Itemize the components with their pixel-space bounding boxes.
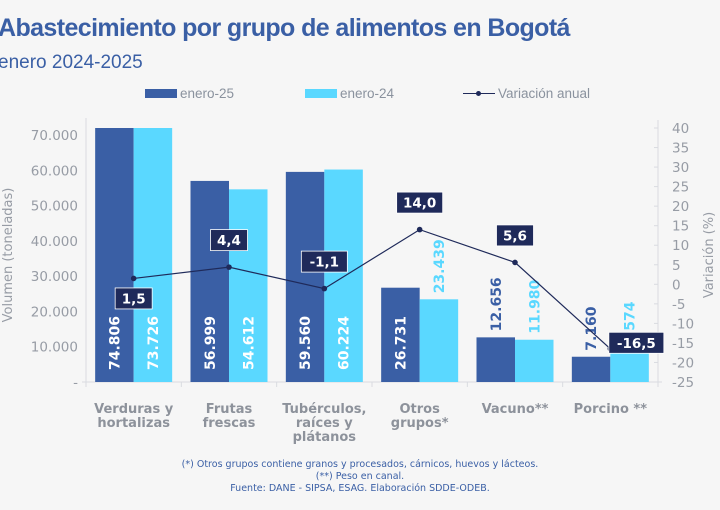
variation-label-box — [396, 191, 444, 214]
legend-label-variacion: Variación anual — [498, 86, 591, 101]
variation-label-box — [300, 250, 348, 273]
variation-label: -1,1 — [310, 255, 340, 271]
chart-subtitle: enero 2024-2025 — [0, 52, 143, 73]
bar-enero-25 — [285, 171, 325, 382]
bar-value-label: 60.224 — [337, 316, 353, 370]
y-tick-label: - — [73, 375, 78, 391]
chart-title: Abastecimiento por grupo de alimentos en… — [0, 14, 570, 42]
y2-tick-label: 40 — [672, 121, 689, 137]
y2-tick-label: 25 — [672, 180, 689, 196]
legend-swatch-enero-25 — [145, 89, 177, 98]
y2-tick-label: -20 — [672, 355, 694, 371]
variation-label: 14,0 — [403, 196, 436, 212]
y2-tick-label: 35 — [672, 141, 689, 157]
category-label: Porcino ** — [574, 402, 648, 417]
bar-enero-24 — [133, 128, 173, 382]
category-label: frescas — [203, 416, 256, 431]
y2-tick-label: -10 — [672, 316, 694, 332]
variation-label: -16,5 — [617, 336, 656, 352]
bar-enero-25 — [95, 128, 134, 382]
bar-enero-25 — [190, 180, 229, 382]
variation-label: 5,6 — [503, 228, 527, 244]
y-tick-label: 40.000 — [31, 234, 78, 250]
legend-label-enero-24: enero-24 — [340, 86, 395, 101]
legend-item-variacion: Variación anual — [463, 86, 590, 101]
variation-point — [226, 264, 232, 270]
category-label: grupos* — [391, 416, 449, 431]
bar-value-label: 73.726 — [146, 316, 162, 370]
footnote-peso-canal: (**) Peso en canal. — [315, 471, 405, 482]
bar-value-label: 7.160 — [584, 306, 600, 351]
bar-enero-24 — [419, 299, 459, 382]
bar-enero-25 — [381, 287, 420, 382]
bar-enero-24 — [515, 339, 554, 382]
y2-tick-label: 30 — [672, 160, 689, 176]
footnote-otros-grupos: (*) Otros grupos contiene granos y proce… — [181, 459, 539, 470]
y2-tick-label: 20 — [672, 199, 689, 215]
y-tick-label: 30.000 — [31, 269, 78, 285]
category-label: raíces y — [296, 416, 353, 431]
bar-value-label: 11.980 — [527, 279, 543, 333]
bar-value-label: 12.656 — [489, 277, 505, 331]
y2-tick-label: -25 — [672, 375, 694, 391]
footnote-fuente: Fuente: DANE - SIPSA, ESAG. Elaboración … — [230, 483, 490, 494]
legend-swatch-enero-24 — [305, 89, 337, 98]
y2-tick-label: 0 — [672, 277, 681, 293]
bar-enero-24 — [610, 351, 649, 382]
legend-item-enero-24: enero-24 — [305, 86, 394, 101]
variation-point — [416, 226, 423, 233]
category-label: hortalizas — [97, 416, 170, 431]
variation-point — [512, 259, 518, 266]
variation-point — [321, 285, 328, 292]
bar-value-label: 26.731 — [393, 316, 409, 370]
bar-enero-25 — [476, 337, 515, 382]
bar-value-label: 56.999 — [203, 316, 219, 370]
variation-label-box — [496, 224, 534, 247]
variation-label-box — [608, 331, 665, 354]
y-tick-label: 20.000 — [31, 304, 78, 320]
legend-label-enero-25: enero-25 — [180, 86, 235, 101]
y-tick-label: 70.000 — [31, 128, 78, 144]
variation-label-box — [210, 229, 248, 252]
y-tick-label: 50.000 — [31, 199, 78, 215]
bar-value-label: 59.560 — [298, 316, 314, 370]
category-label: Vacuno** — [482, 402, 549, 417]
category-label: plátanos — [293, 430, 357, 445]
y2-tick-label: 5 — [672, 258, 681, 274]
legend-line-marker-icon — [463, 89, 495, 98]
category-label: Verduras y — [94, 402, 174, 417]
variation-line: 1,5 4,4 -1,1 14,0 5,6 -16,5 — [114, 191, 665, 354]
bar-value-labels: 74.806 56.999 59.560 26.731 12.656 7.160 73.72… — [107, 239, 638, 370]
bars — [95, 128, 649, 382]
bar-enero-24 — [324, 169, 363, 382]
axes: - 10.000 20.000 30.000 40.000 50.000 60.000 70.… — [1, 118, 717, 391]
variation-polyline — [133, 228, 611, 350]
category-label: Frutas — [206, 402, 253, 417]
y-tick-label: 60.000 — [31, 163, 78, 179]
y2-axis-title: Variación (%) — [702, 212, 717, 298]
y2-tick-label: 10 — [672, 238, 689, 254]
category-label: Tubérculos, — [282, 402, 366, 417]
bar-enero-24 — [229, 189, 268, 382]
category-label: Otros — [399, 402, 440, 417]
y2-tick-label: -5 — [672, 297, 685, 313]
bar-value-label: 54.612 — [241, 316, 257, 370]
bar-value-label: 23.439 — [432, 239, 448, 293]
y2-tick-label: 15 — [672, 219, 689, 235]
y2-tick-label: -15 — [672, 336, 694, 352]
variation-point — [130, 275, 137, 282]
legend-item-enero-25: enero-25 — [145, 86, 234, 101]
y-axis-title: Volumen (toneladas) — [1, 188, 16, 323]
bar-enero-25 — [571, 356, 611, 382]
variation-label-box — [114, 287, 153, 310]
y-tick-label: 10.000 — [31, 340, 78, 356]
bar-value-label: 74.806 — [107, 316, 123, 370]
variation-label: 4,4 — [217, 233, 241, 249]
variation-label: 1,5 — [122, 291, 146, 307]
